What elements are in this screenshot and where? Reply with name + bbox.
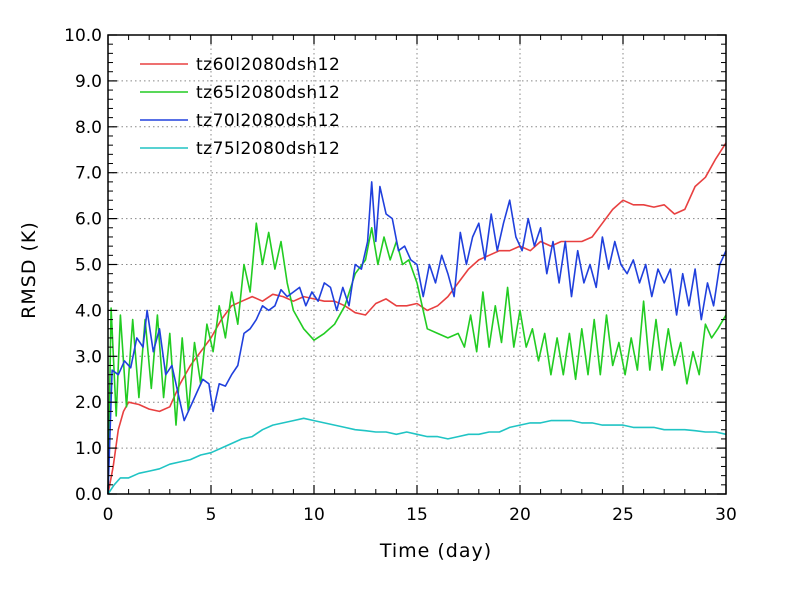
- y-tick-label: 4.0: [75, 301, 102, 321]
- y-tick-label: 0.0: [75, 485, 102, 505]
- x-tick-label: 5: [206, 505, 217, 525]
- y-tick-label: 7.0: [75, 164, 102, 184]
- y-tick-label: 3.0: [75, 347, 102, 367]
- legend-label: tz60l2080dsh12: [196, 55, 340, 75]
- axis-ticks: 0 5 10 15 20 25 30 0.0 1.0 2.0 3.0 4.0 5.0 6.0 7.0 8.0 9…: [64, 26, 737, 525]
- series-line-tz75l2080dsh12: [107, 417, 727, 495]
- y-tick-label: 2.0: [75, 393, 102, 413]
- series-lines: [107, 142, 727, 495]
- x-tick-label: 0: [103, 505, 114, 525]
- x-tick-label: 25: [612, 505, 634, 525]
- y-tick-label: 6.0: [75, 210, 102, 230]
- series-line-tz70l2080dsh12: [107, 181, 727, 495]
- series-line-tz65l2080dsh12: [107, 222, 727, 495]
- legend-label: tz75l2080dsh12: [196, 139, 340, 159]
- y-tick-label: 5.0: [75, 256, 102, 276]
- x-tick-label: 30: [715, 505, 737, 525]
- legend-label: tz70l2080dsh12: [196, 111, 340, 131]
- x-tick-label: 15: [406, 505, 428, 525]
- x-tick-label: 10: [303, 505, 325, 525]
- y-axis-label: RMSD (K): [18, 221, 40, 319]
- y-tick-label: 10.0: [64, 26, 102, 46]
- x-tick-label: 20: [509, 505, 531, 525]
- legend-label: tz65l2080dsh12: [196, 83, 340, 103]
- y-tick-label: 9.0: [75, 72, 102, 92]
- series-line-tz60l2080dsh12: [107, 142, 727, 495]
- y-tick-label: 8.0: [75, 118, 102, 138]
- legend: tz60l2080dsh12 tz65l2080dsh12 tz70l2080dsh…: [140, 55, 340, 159]
- x-axis-label: Time (day): [379, 540, 492, 562]
- y-tick-label: 1.0: [75, 439, 102, 459]
